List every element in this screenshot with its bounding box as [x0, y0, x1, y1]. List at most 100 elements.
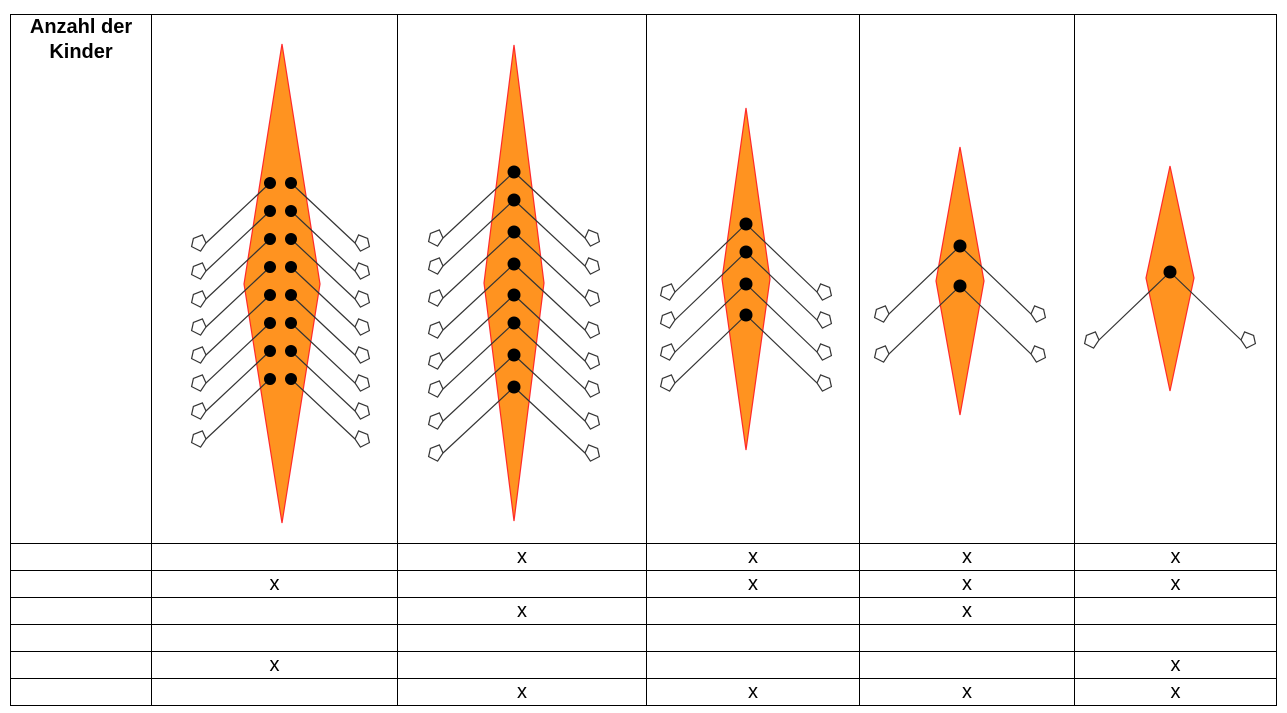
oar-blade-icon — [1030, 345, 1047, 363]
oar-blade-icon — [1083, 331, 1100, 349]
oar-right — [513, 354, 586, 422]
oar-blade-icon — [584, 257, 601, 275]
mark-cell: x — [397, 543, 647, 571]
row-label — [10, 543, 152, 571]
oar-blade-icon — [816, 311, 833, 329]
oar-blade-icon — [427, 229, 444, 247]
mark-cell: x — [1074, 651, 1277, 679]
oar-right — [745, 223, 818, 293]
boat-cell-16 — [151, 14, 398, 544]
row-label — [10, 597, 152, 625]
mark-cell — [1074, 597, 1277, 625]
oar-right — [513, 263, 586, 331]
oar-left — [205, 238, 271, 300]
rower-seat — [264, 233, 276, 245]
oar-left — [888, 245, 961, 315]
oar-blade-icon — [190, 262, 207, 280]
mark-cell: x — [1074, 570, 1277, 598]
oar-right — [513, 386, 586, 454]
oar-left — [442, 322, 515, 390]
oar-blade-icon — [190, 318, 207, 336]
row-label — [10, 570, 152, 598]
oar-right — [513, 171, 586, 239]
oar-right — [745, 283, 818, 353]
mark-cell: x — [859, 570, 1075, 598]
oar-right — [290, 322, 356, 384]
rower-seat — [285, 233, 297, 245]
oar-blade-icon — [190, 346, 207, 364]
oar-left — [205, 210, 271, 272]
oar-left — [442, 171, 515, 239]
mark-cell — [646, 624, 860, 652]
oar-right — [1169, 271, 1242, 341]
mark-cell: x — [646, 543, 860, 571]
mark-cell — [859, 624, 1075, 652]
oar-blade-icon — [354, 402, 371, 420]
mark-cell — [859, 651, 1075, 679]
mark-cell: x — [397, 678, 647, 706]
rower-seat — [507, 348, 521, 362]
mark-cell — [646, 651, 860, 679]
oar-blade-icon — [190, 290, 207, 308]
rower-seat — [953, 239, 967, 253]
rower-seat — [264, 317, 276, 329]
oar-blade-icon — [816, 343, 833, 361]
oar-right — [290, 238, 356, 300]
oar-blade-icon — [584, 229, 601, 247]
oar-right — [513, 322, 586, 390]
rower-seat — [739, 277, 753, 291]
mark-cell — [151, 597, 398, 625]
rower-seat — [953, 279, 967, 293]
oar-right — [290, 378, 356, 440]
oar-blade-icon — [190, 402, 207, 420]
oar-blade-icon — [816, 283, 833, 301]
oar-blade-icon — [190, 430, 207, 448]
oar-left — [442, 354, 515, 422]
oar-left — [674, 314, 747, 384]
mark-cell — [646, 597, 860, 625]
oar-blade-icon — [354, 346, 371, 364]
rower-seat — [264, 177, 276, 189]
rower-seat — [507, 288, 521, 302]
oar-blade-icon — [873, 345, 890, 363]
oar-right — [290, 350, 356, 412]
oar-blade-icon — [354, 234, 371, 252]
oar-left — [888, 285, 961, 355]
oar-blade-icon — [354, 290, 371, 308]
oar-blade-icon — [1030, 305, 1047, 323]
row-label — [10, 678, 152, 706]
oar-blade-icon — [354, 262, 371, 280]
boat-1-rower — [1083, 165, 1257, 392]
rower-seat — [285, 177, 297, 189]
row-label — [10, 651, 152, 679]
oar-blade-icon — [873, 305, 890, 323]
rower-seat — [507, 316, 521, 330]
mark-cell — [397, 570, 647, 598]
oar-right — [290, 182, 356, 244]
oar-blade-icon — [816, 374, 833, 392]
boat-8-rowers — [427, 44, 601, 522]
oar-blade-icon — [354, 430, 371, 448]
oar-blade-icon — [354, 318, 371, 336]
oar-right — [513, 294, 586, 362]
mark-cell — [151, 624, 398, 652]
mark-cell: x — [1074, 543, 1277, 571]
oar-blade-icon — [659, 343, 676, 361]
mark-cell: x — [646, 678, 860, 706]
oar-left — [674, 223, 747, 293]
boat-cell-8 — [397, 14, 647, 544]
oar-blade-icon — [584, 380, 601, 398]
rower-seat — [507, 380, 521, 394]
oar-left — [442, 199, 515, 267]
rower-seat — [739, 308, 753, 322]
oar-blade-icon — [427, 257, 444, 275]
rower-seat — [507, 193, 521, 207]
boat-row: Anzahl der Kinder — [10, 14, 1277, 544]
mark-cell — [1074, 624, 1277, 652]
oar-blade-icon — [584, 412, 601, 430]
rower-seat — [739, 245, 753, 259]
rower-seat — [264, 345, 276, 357]
